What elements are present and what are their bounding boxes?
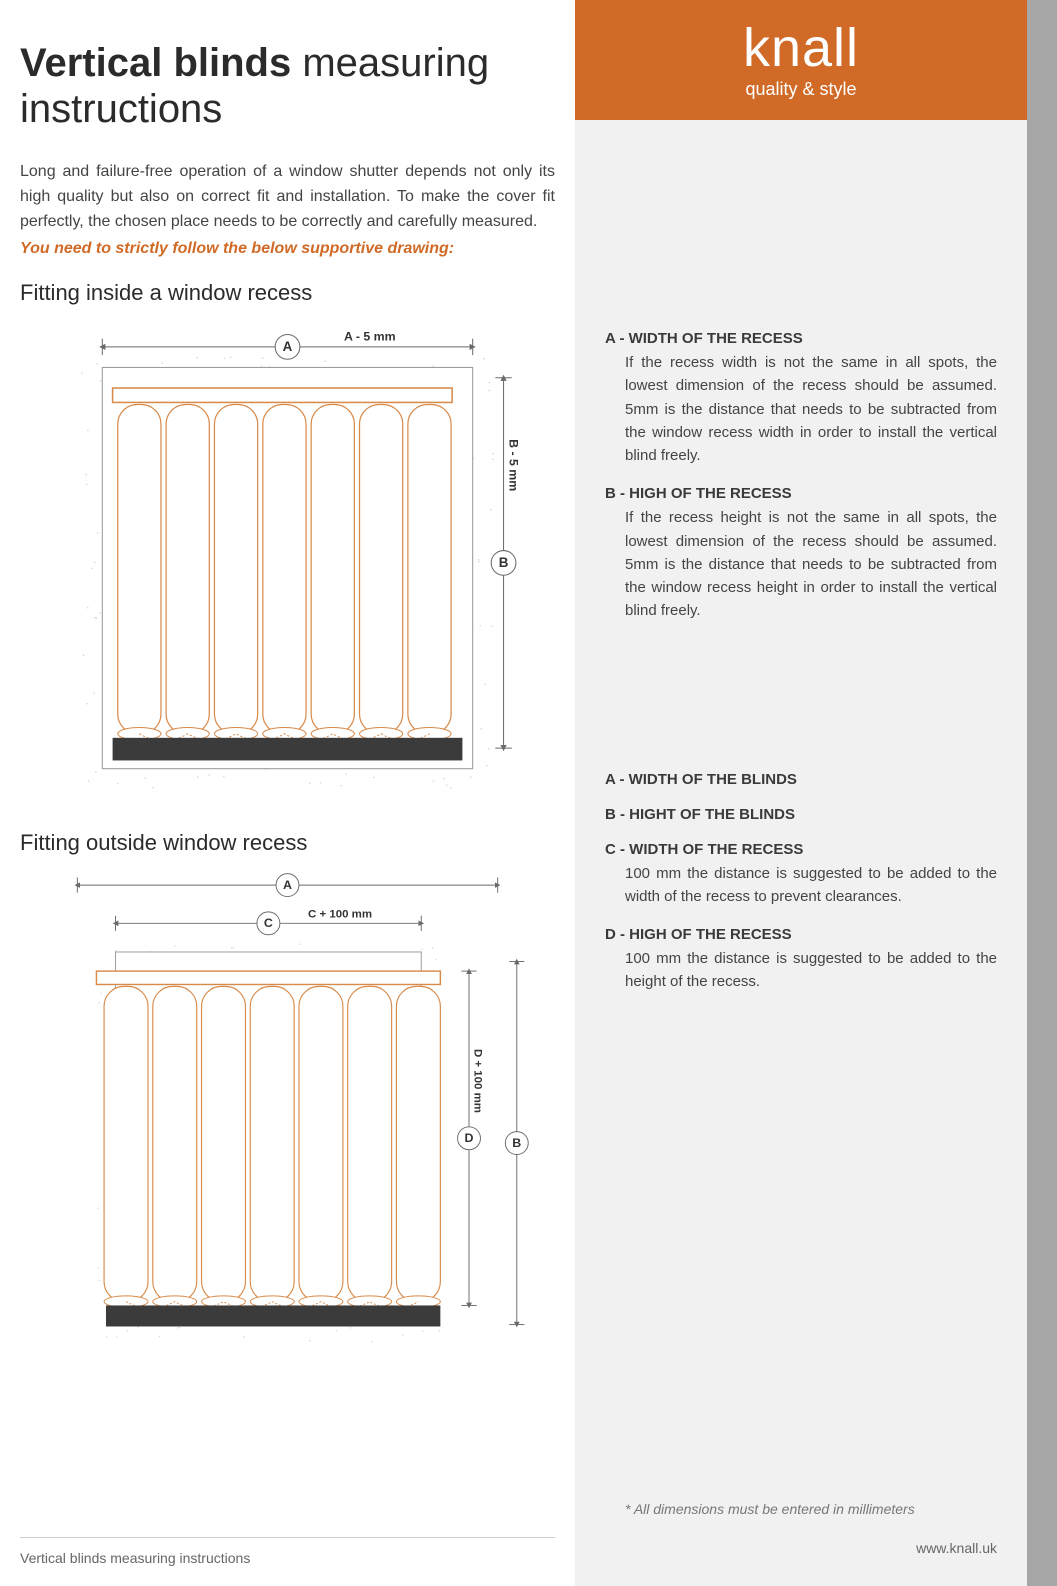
diagram-inside-recess: A A - 5 mm B B - 5 mm [20, 316, 555, 800]
grey-strip-side [1027, 120, 1057, 1586]
svg-text:C: C [264, 916, 273, 930]
definitions-block-2: A - WIDTH OF THE BLINDS B - HIGHT OF THE … [605, 771, 997, 1012]
page: Vertical blinds measuring instructions L… [0, 0, 1057, 1586]
spacer [605, 641, 997, 771]
sidebar-inner: A - WIDTH OF THE RECESS If the recess wid… [575, 120, 1027, 1586]
definition-body: If the recess height is not the same in … [605, 506, 997, 622]
brand-box: knall quality & style [575, 0, 1027, 120]
page-title: Vertical blinds measuring instructions [20, 40, 555, 132]
definition-label: B - HIGH OF THE RECESS [605, 485, 997, 502]
emphasis-text: You need to strictly follow the below su… [20, 240, 555, 258]
definition-label: D - HIGH OF THE RECESS [605, 926, 997, 943]
section2-title: Fitting outside window recess [20, 830, 555, 856]
svg-text:D + 100 mm: D + 100 mm [472, 1049, 484, 1113]
svg-text:A - 5 mm: A - 5 mm [344, 330, 396, 344]
svg-text:A: A [283, 878, 292, 892]
intro-text: Long and failure-free operation of a win… [20, 160, 555, 234]
definition-item: B - HIGH OF THE RECESS If the recess heig… [605, 485, 997, 622]
brand-strip: knall quality & style [575, 0, 1057, 120]
definition-label: A - WIDTH OF THE RECESS [605, 330, 997, 347]
main-column: Vertical blinds measuring instructions L… [0, 0, 575, 1586]
svg-text:D: D [465, 1131, 474, 1145]
definition-item: C - WIDTH OF THE RECESS 100 mm the distan… [605, 841, 997, 909]
svg-text:B - 5 mm: B - 5 mm [507, 440, 521, 492]
grey-strip-top [1027, 0, 1057, 120]
definition-body: 100 mm the distance is suggested to be a… [605, 862, 997, 909]
svg-text:C + 100 mm: C + 100 mm [308, 909, 372, 921]
title-bold: Vertical blinds [20, 41, 291, 85]
svg-text:B: B [512, 1136, 521, 1150]
definition-label: A - WIDTH OF THE BLINDS [605, 771, 997, 788]
svg-text:B: B [499, 555, 509, 570]
definition-label: B - HIGHT OF THE BLINDS [605, 806, 997, 823]
diagram-outside-recess: A C C + 100 mm B D D + 100 mm [20, 866, 555, 1363]
footer-left: Vertical blinds measuring instructions [20, 1537, 555, 1566]
brand-name: knall [743, 21, 859, 75]
definition-body: 100 mm the distance is suggested to be a… [605, 947, 997, 994]
definition-label: C - WIDTH OF THE RECESS [605, 841, 997, 858]
definition-body: If the recess width is not the same in a… [605, 351, 997, 467]
sidebar-column: knall quality & style A - WIDTH OF THE R… [575, 0, 1057, 1586]
definition-item: A - WIDTH OF THE RECESS If the recess wid… [605, 330, 997, 467]
svg-text:A: A [283, 339, 293, 354]
definition-item: B - HIGHT OF THE BLINDS [605, 806, 997, 823]
brand-tagline: quality & style [745, 79, 856, 100]
definitions-block-1: A - WIDTH OF THE RECESS If the recess wid… [605, 330, 997, 641]
flex-spacer [605, 1012, 997, 1500]
footnote: * All dimensions must be entered in mill… [605, 1499, 997, 1520]
definition-item: A - WIDTH OF THE BLINDS [605, 771, 997, 788]
definition-item: D - HIGH OF THE RECESS 100 mm the distanc… [605, 926, 997, 994]
footer-right: www.knall.uk [605, 1540, 997, 1556]
sidebar: A - WIDTH OF THE RECESS If the recess wid… [575, 120, 1057, 1586]
section1-title: Fitting inside a window recess [20, 280, 555, 306]
